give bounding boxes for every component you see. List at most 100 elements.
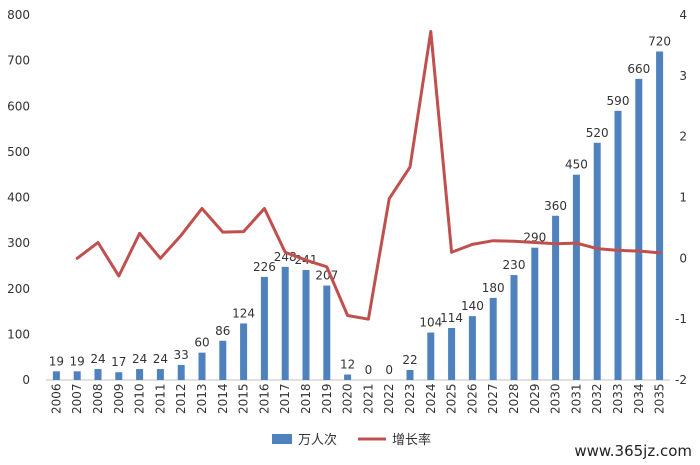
bar-2024: [427, 333, 434, 380]
bar-label-2023: 22: [402, 353, 417, 367]
x-tick-label-2014: 2014: [216, 383, 230, 414]
x-tick-label-2021: 2021: [361, 383, 375, 414]
bar-2016: [261, 277, 268, 380]
bar-label-2011: 24: [153, 352, 168, 366]
bar-label-2035: 720: [648, 35, 671, 49]
line-series: [77, 31, 660, 319]
x-tick-label-2020: 2020: [341, 383, 355, 414]
x-tick-label-2018: 2018: [299, 383, 313, 414]
bar-2011: [157, 369, 164, 380]
bar-label-2028: 230: [503, 258, 526, 272]
x-tick-label-2030: 2030: [549, 383, 563, 414]
bar-label-2032: 520: [586, 126, 609, 140]
left-tick-label: 700: [7, 54, 30, 68]
bar-label-2006: 19: [49, 354, 64, 368]
left-tick-label: 300: [7, 236, 30, 250]
left-tick-label: 0: [22, 373, 30, 387]
bar-label-2012: 33: [174, 348, 189, 362]
bar-2007: [74, 371, 81, 380]
bar-2034: [635, 79, 642, 380]
bar-2019: [323, 286, 330, 380]
bar-label-2020: 12: [340, 358, 355, 372]
bar-label-2021: 0: [365, 363, 373, 377]
x-tick-label-2022: 2022: [382, 383, 396, 414]
bar-2032: [594, 143, 601, 380]
bar-2017: [282, 267, 289, 380]
bar-2008: [95, 369, 102, 380]
bar-2025: [448, 328, 455, 380]
right-tick-label: -1: [675, 312, 687, 326]
bar-2027: [490, 298, 497, 380]
right-tick-label: -2: [675, 373, 687, 387]
bar-label-2014: 86: [215, 324, 230, 338]
right-tick-label: 0: [679, 251, 687, 265]
left-tick-label: 100: [7, 327, 30, 341]
x-tick-label-2019: 2019: [320, 383, 334, 414]
bar-2030: [552, 216, 559, 380]
x-tick-label-2017: 2017: [278, 383, 292, 414]
x-tick-label-2032: 2032: [590, 383, 604, 414]
legend-bar-label: 万人次: [298, 432, 337, 448]
bar-label-2033: 590: [607, 94, 630, 108]
bar-2029: [531, 248, 538, 380]
x-tick-label-2012: 2012: [174, 383, 188, 414]
x-tick-label-2033: 2033: [611, 383, 625, 414]
bar-label-2027: 180: [482, 281, 505, 295]
growth-rate-line: [77, 31, 659, 319]
bar-2020: [344, 375, 351, 380]
bar-2035: [656, 52, 663, 381]
bar-label-2013: 60: [194, 336, 209, 350]
x-tick-label-2013: 2013: [195, 383, 209, 414]
bar-2028: [511, 275, 518, 380]
left-tick-label: 600: [7, 99, 30, 113]
left-tick-label: 200: [7, 282, 30, 296]
x-tick-label-2016: 2016: [257, 383, 271, 414]
bar-2009: [115, 372, 122, 380]
right-tick-label: 2: [679, 130, 687, 144]
bar-label-2008: 24: [90, 352, 105, 366]
left-tick-label: 800: [7, 8, 30, 22]
x-tick-label-2034: 2034: [632, 383, 646, 414]
bar-label-2025: 114: [440, 311, 463, 325]
bar-2012: [178, 365, 185, 380]
bar-label-2009: 17: [111, 355, 126, 369]
bar-label-2015: 124: [232, 306, 255, 320]
x-tick-label-2009: 2009: [112, 383, 126, 414]
bar-label-2007: 19: [70, 354, 85, 368]
bar-2023: [407, 370, 414, 380]
bar-2015: [240, 323, 247, 380]
bar-label-2024: 104: [419, 316, 442, 330]
right-axis-ticks: -2 -1 0 1 2 3 4: [675, 8, 687, 387]
x-tick-label-2031: 2031: [569, 383, 583, 414]
x-tick-label-2023: 2023: [403, 383, 417, 414]
bar-2033: [615, 111, 622, 380]
x-tick-label-2025: 2025: [445, 383, 459, 414]
bar-2018: [303, 270, 310, 380]
bar-2006: [53, 371, 60, 380]
x-tick-label-2010: 2010: [133, 383, 147, 414]
bar-2026: [469, 316, 476, 380]
x-tick-label-2008: 2008: [91, 383, 105, 414]
bar-2013: [199, 353, 206, 380]
bar-label-2026: 140: [461, 299, 484, 313]
legend-line-label: 增长率: [392, 432, 431, 448]
right-tick-label: 4: [679, 8, 687, 22]
x-tick-label-2026: 2026: [465, 383, 479, 414]
right-tick-label: 3: [679, 69, 687, 83]
bar-series: [53, 52, 663, 381]
right-tick-label: 1: [679, 191, 687, 205]
x-tick-label-2011: 2011: [153, 383, 167, 414]
x-tick-label-2024: 2024: [424, 383, 438, 414]
bar-2010: [136, 369, 143, 380]
left-tick-label: 400: [7, 191, 30, 205]
x-tick-label-2015: 2015: [237, 383, 251, 414]
bar-2031: [573, 175, 580, 380]
x-tick-label-2007: 2007: [70, 383, 84, 414]
x-tick-label-2028: 2028: [507, 383, 521, 414]
bar-label-2016: 226: [253, 260, 276, 274]
legend: 万人次 增长率: [272, 432, 431, 448]
x-tick-label-2029: 2029: [528, 383, 542, 414]
